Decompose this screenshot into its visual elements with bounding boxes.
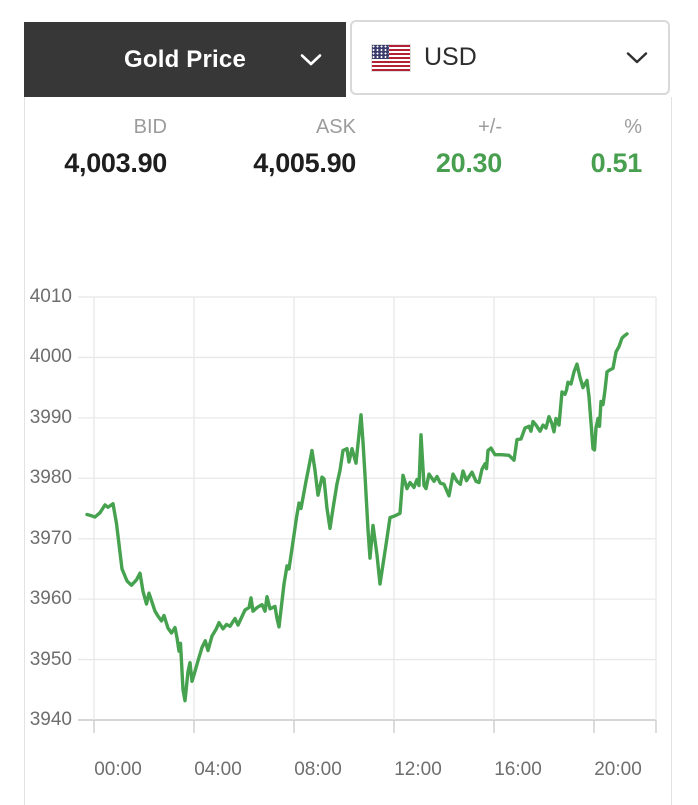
change-percent-value: 0.51: [590, 148, 643, 178]
ask-header: ASK: [315, 116, 356, 138]
x-axis-label: 00:00: [94, 759, 142, 780]
quote-header-row: BID ASK +/- %: [25, 115, 671, 139]
y-axis-label: 3980: [29, 467, 72, 489]
y-axis-label: 3970: [29, 527, 72, 549]
y-axis-label: 3940: [29, 709, 72, 730]
chevron-down-icon: [626, 51, 648, 64]
y-axis-label: 3960: [29, 588, 72, 610]
x-axis-label: 12:00: [394, 759, 442, 780]
quote-value-row: 4,003.90 4,005.90 20.30 0.51: [25, 145, 671, 181]
bid-value: 4,003.90: [64, 148, 167, 178]
us-flag-icon: [372, 44, 410, 71]
y-axis-label: 4010: [29, 286, 72, 307]
chevron-down-icon: [300, 53, 322, 66]
ask-value: 4,005.90: [253, 148, 356, 178]
y-axis-label: 3950: [29, 648, 72, 670]
commodity-dropdown-button[interactable]: Gold Price: [24, 22, 346, 97]
x-axis-label: 04:00: [194, 759, 242, 780]
y-axis-label: 3990: [29, 406, 72, 428]
currency-dropdown[interactable]: USD: [350, 20, 670, 95]
change-percent-header: %: [624, 116, 642, 138]
x-axis-label: 08:00: [294, 759, 342, 780]
gold-price-widget: BID ASK +/- % 4,003.90 4,005.90 20.30 0.…: [24, 97, 672, 805]
gold-price-line-series: [85, 332, 629, 703]
x-axis-label: 16:00: [494, 759, 542, 780]
currency-dropdown-label: USD: [424, 43, 477, 71]
x-axis-label: 20:00: [594, 759, 642, 780]
y-axis-label: 4000: [29, 346, 72, 368]
change-header: +/-: [478, 116, 502, 138]
bid-header: BID: [133, 116, 167, 138]
change-value: 20.30: [435, 148, 502, 178]
commodity-dropdown-label: Gold Price: [123, 45, 247, 73]
